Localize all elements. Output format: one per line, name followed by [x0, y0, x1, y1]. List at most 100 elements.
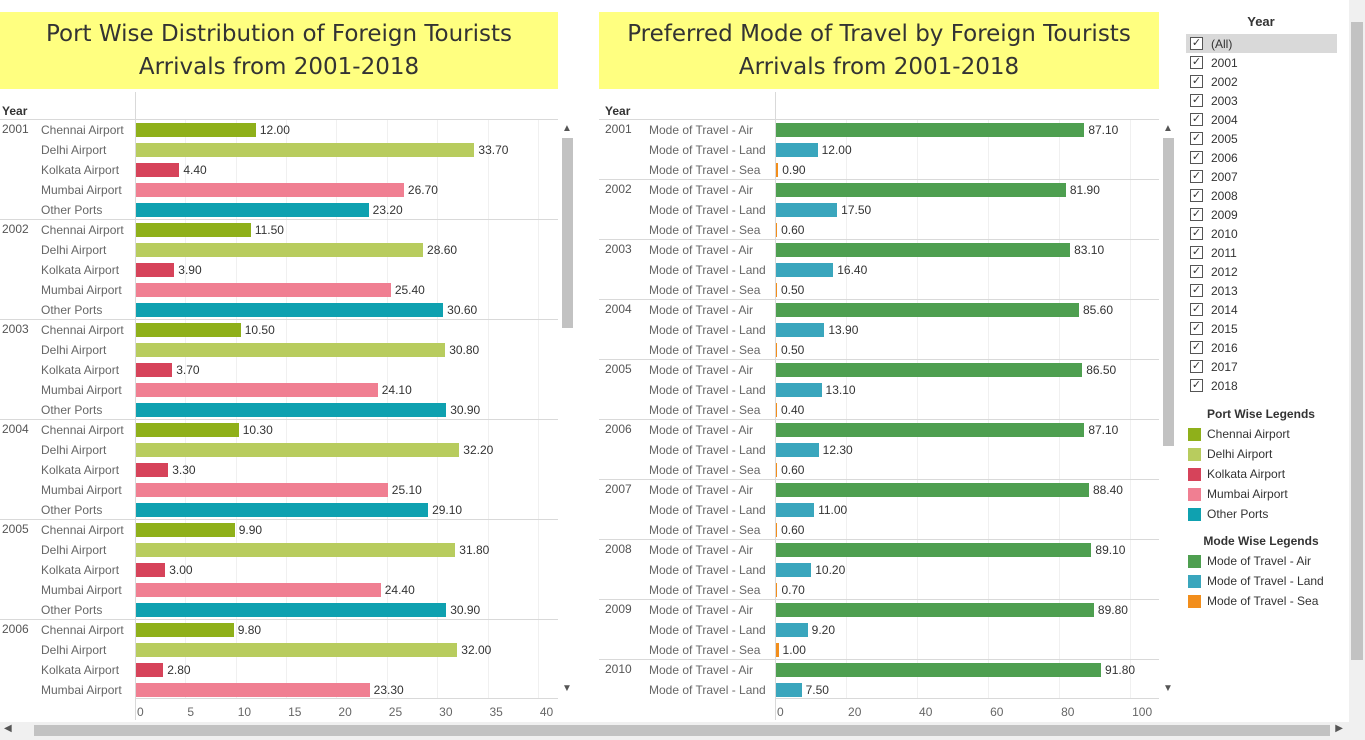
bar[interactable] [135, 583, 381, 597]
year-filter-item[interactable]: ✓ 2012 [1186, 262, 1337, 281]
port-scroll-thumb[interactable] [562, 138, 573, 328]
year-filter-item[interactable]: ✓ 2009 [1186, 205, 1337, 224]
bar[interactable] [135, 683, 370, 697]
year-filter-item[interactable]: ✓ 2003 [1186, 91, 1337, 110]
bar[interactable] [775, 523, 778, 537]
scroll-up-arrow-icon[interactable]: ▲ [1163, 123, 1173, 134]
page-horizontal-scrollbar[interactable]: ◀ ▶ [0, 722, 1365, 740]
bar[interactable] [775, 483, 1089, 497]
bar[interactable] [775, 603, 1094, 617]
checkbox-checked-icon[interactable]: ✓ [1190, 227, 1203, 240]
year-filter-item[interactable]: ✓ 2018 [1186, 376, 1337, 395]
year-filter-item[interactable]: ✓ 2002 [1186, 72, 1337, 91]
bar[interactable] [775, 623, 808, 637]
bar[interactable] [135, 543, 456, 557]
bar[interactable] [775, 463, 778, 477]
year-filter-item[interactable]: ✓ 2010 [1186, 224, 1337, 243]
legend-item[interactable]: Chennai Airport [1188, 424, 1338, 444]
bar[interactable] [135, 303, 444, 317]
bar[interactable] [135, 483, 388, 497]
bar[interactable] [135, 443, 460, 457]
year-filter-item[interactable]: ✓ 2006 [1186, 148, 1337, 167]
checkbox-checked-icon[interactable]: ✓ [1190, 189, 1203, 202]
bar[interactable] [135, 343, 446, 357]
bar[interactable] [775, 143, 818, 157]
bar[interactable] [775, 383, 822, 397]
bar[interactable] [135, 283, 391, 297]
legend-item[interactable]: Mode of Travel - Air [1188, 551, 1338, 571]
checkbox-checked-icon[interactable]: ✓ [1190, 322, 1203, 335]
bar[interactable] [775, 443, 819, 457]
checkbox-checked-icon[interactable]: ✓ [1190, 132, 1203, 145]
year-filter-item[interactable]: ✓ 2008 [1186, 186, 1337, 205]
legend-item[interactable]: Mode of Travel - Sea [1188, 591, 1338, 611]
bar[interactable] [135, 363, 173, 377]
bar[interactable] [775, 423, 1085, 437]
bar[interactable] [775, 223, 778, 237]
bar[interactable] [135, 143, 475, 157]
bar[interactable] [135, 523, 235, 537]
bar[interactable] [135, 603, 447, 617]
scroll-down-arrow-icon[interactable]: ▼ [1163, 683, 1173, 694]
bar[interactable] [775, 203, 838, 217]
year-filter-item[interactable]: ✓ 2017 [1186, 357, 1337, 376]
bar[interactable] [135, 123, 256, 137]
year-filter-item[interactable]: ✓ 2011 [1186, 243, 1337, 262]
bar[interactable] [135, 403, 447, 417]
bar[interactable] [775, 503, 815, 517]
bar[interactable] [775, 243, 1071, 257]
bar[interactable] [135, 503, 429, 517]
bar[interactable] [775, 163, 779, 177]
checkbox-checked-icon[interactable]: ✓ [1190, 94, 1203, 107]
bar[interactable] [135, 203, 369, 217]
checkbox-checked-icon[interactable]: ✓ [1190, 208, 1203, 221]
mode-chart-scrollbar[interactable]: ▲ ▼ [1160, 120, 1176, 698]
bar[interactable] [135, 423, 239, 437]
scroll-left-arrow-icon[interactable]: ◀ [4, 723, 12, 734]
page-vertical-scroll-thumb[interactable] [1351, 22, 1363, 660]
bar[interactable] [775, 123, 1085, 137]
scroll-right-arrow-icon[interactable]: ▶ [1335, 723, 1343, 734]
legend-item[interactable]: Kolkata Airport [1188, 464, 1338, 484]
bar[interactable] [775, 643, 779, 657]
checkbox-checked-icon[interactable]: ✓ [1190, 37, 1203, 50]
checkbox-checked-icon[interactable]: ✓ [1190, 151, 1203, 164]
bar[interactable] [135, 163, 180, 177]
page-vertical-scrollbar[interactable] [1349, 0, 1365, 722]
bar[interactable] [775, 263, 834, 277]
bar[interactable] [775, 303, 1079, 317]
year-filter-item[interactable]: ✓ 2014 [1186, 300, 1337, 319]
year-filter-item[interactable]: ✓ 2007 [1186, 167, 1337, 186]
legend-item[interactable]: Mumbai Airport [1188, 484, 1338, 504]
bar[interactable] [135, 243, 424, 257]
checkbox-checked-icon[interactable]: ✓ [1190, 284, 1203, 297]
bar[interactable] [135, 463, 169, 477]
mode-scroll-thumb[interactable] [1163, 138, 1174, 446]
bar[interactable] [135, 223, 251, 237]
bar[interactable] [775, 563, 812, 577]
year-filter-item[interactable]: ✓ 2015 [1186, 319, 1337, 338]
bar[interactable] [775, 343, 777, 357]
bar[interactable] [135, 323, 241, 337]
bar[interactable] [775, 283, 777, 297]
bar[interactable] [135, 643, 458, 657]
port-chart-scrollbar[interactable]: ▲ ▼ [559, 120, 575, 698]
bar[interactable] [135, 383, 378, 397]
bar[interactable] [135, 563, 166, 577]
checkbox-checked-icon[interactable]: ✓ [1190, 303, 1203, 316]
year-filter-item[interactable]: ✓ 2004 [1186, 110, 1337, 129]
bar[interactable] [775, 583, 778, 597]
checkbox-checked-icon[interactable]: ✓ [1190, 379, 1203, 392]
bar[interactable] [775, 363, 1083, 377]
bar[interactable] [135, 183, 404, 197]
bar[interactable] [775, 663, 1102, 677]
legend-item[interactable]: Mode of Travel - Land [1188, 571, 1338, 591]
year-filter-item[interactable]: ✓ 2013 [1186, 281, 1337, 300]
checkbox-checked-icon[interactable]: ✓ [1190, 56, 1203, 69]
checkbox-checked-icon[interactable]: ✓ [1190, 265, 1203, 278]
bar[interactable] [135, 263, 175, 277]
scroll-down-arrow-icon[interactable]: ▼ [562, 683, 572, 694]
checkbox-checked-icon[interactable]: ✓ [1190, 360, 1203, 373]
year-filter-item[interactable]: ✓ 2001 [1186, 53, 1337, 72]
checkbox-checked-icon[interactable]: ✓ [1190, 341, 1203, 354]
